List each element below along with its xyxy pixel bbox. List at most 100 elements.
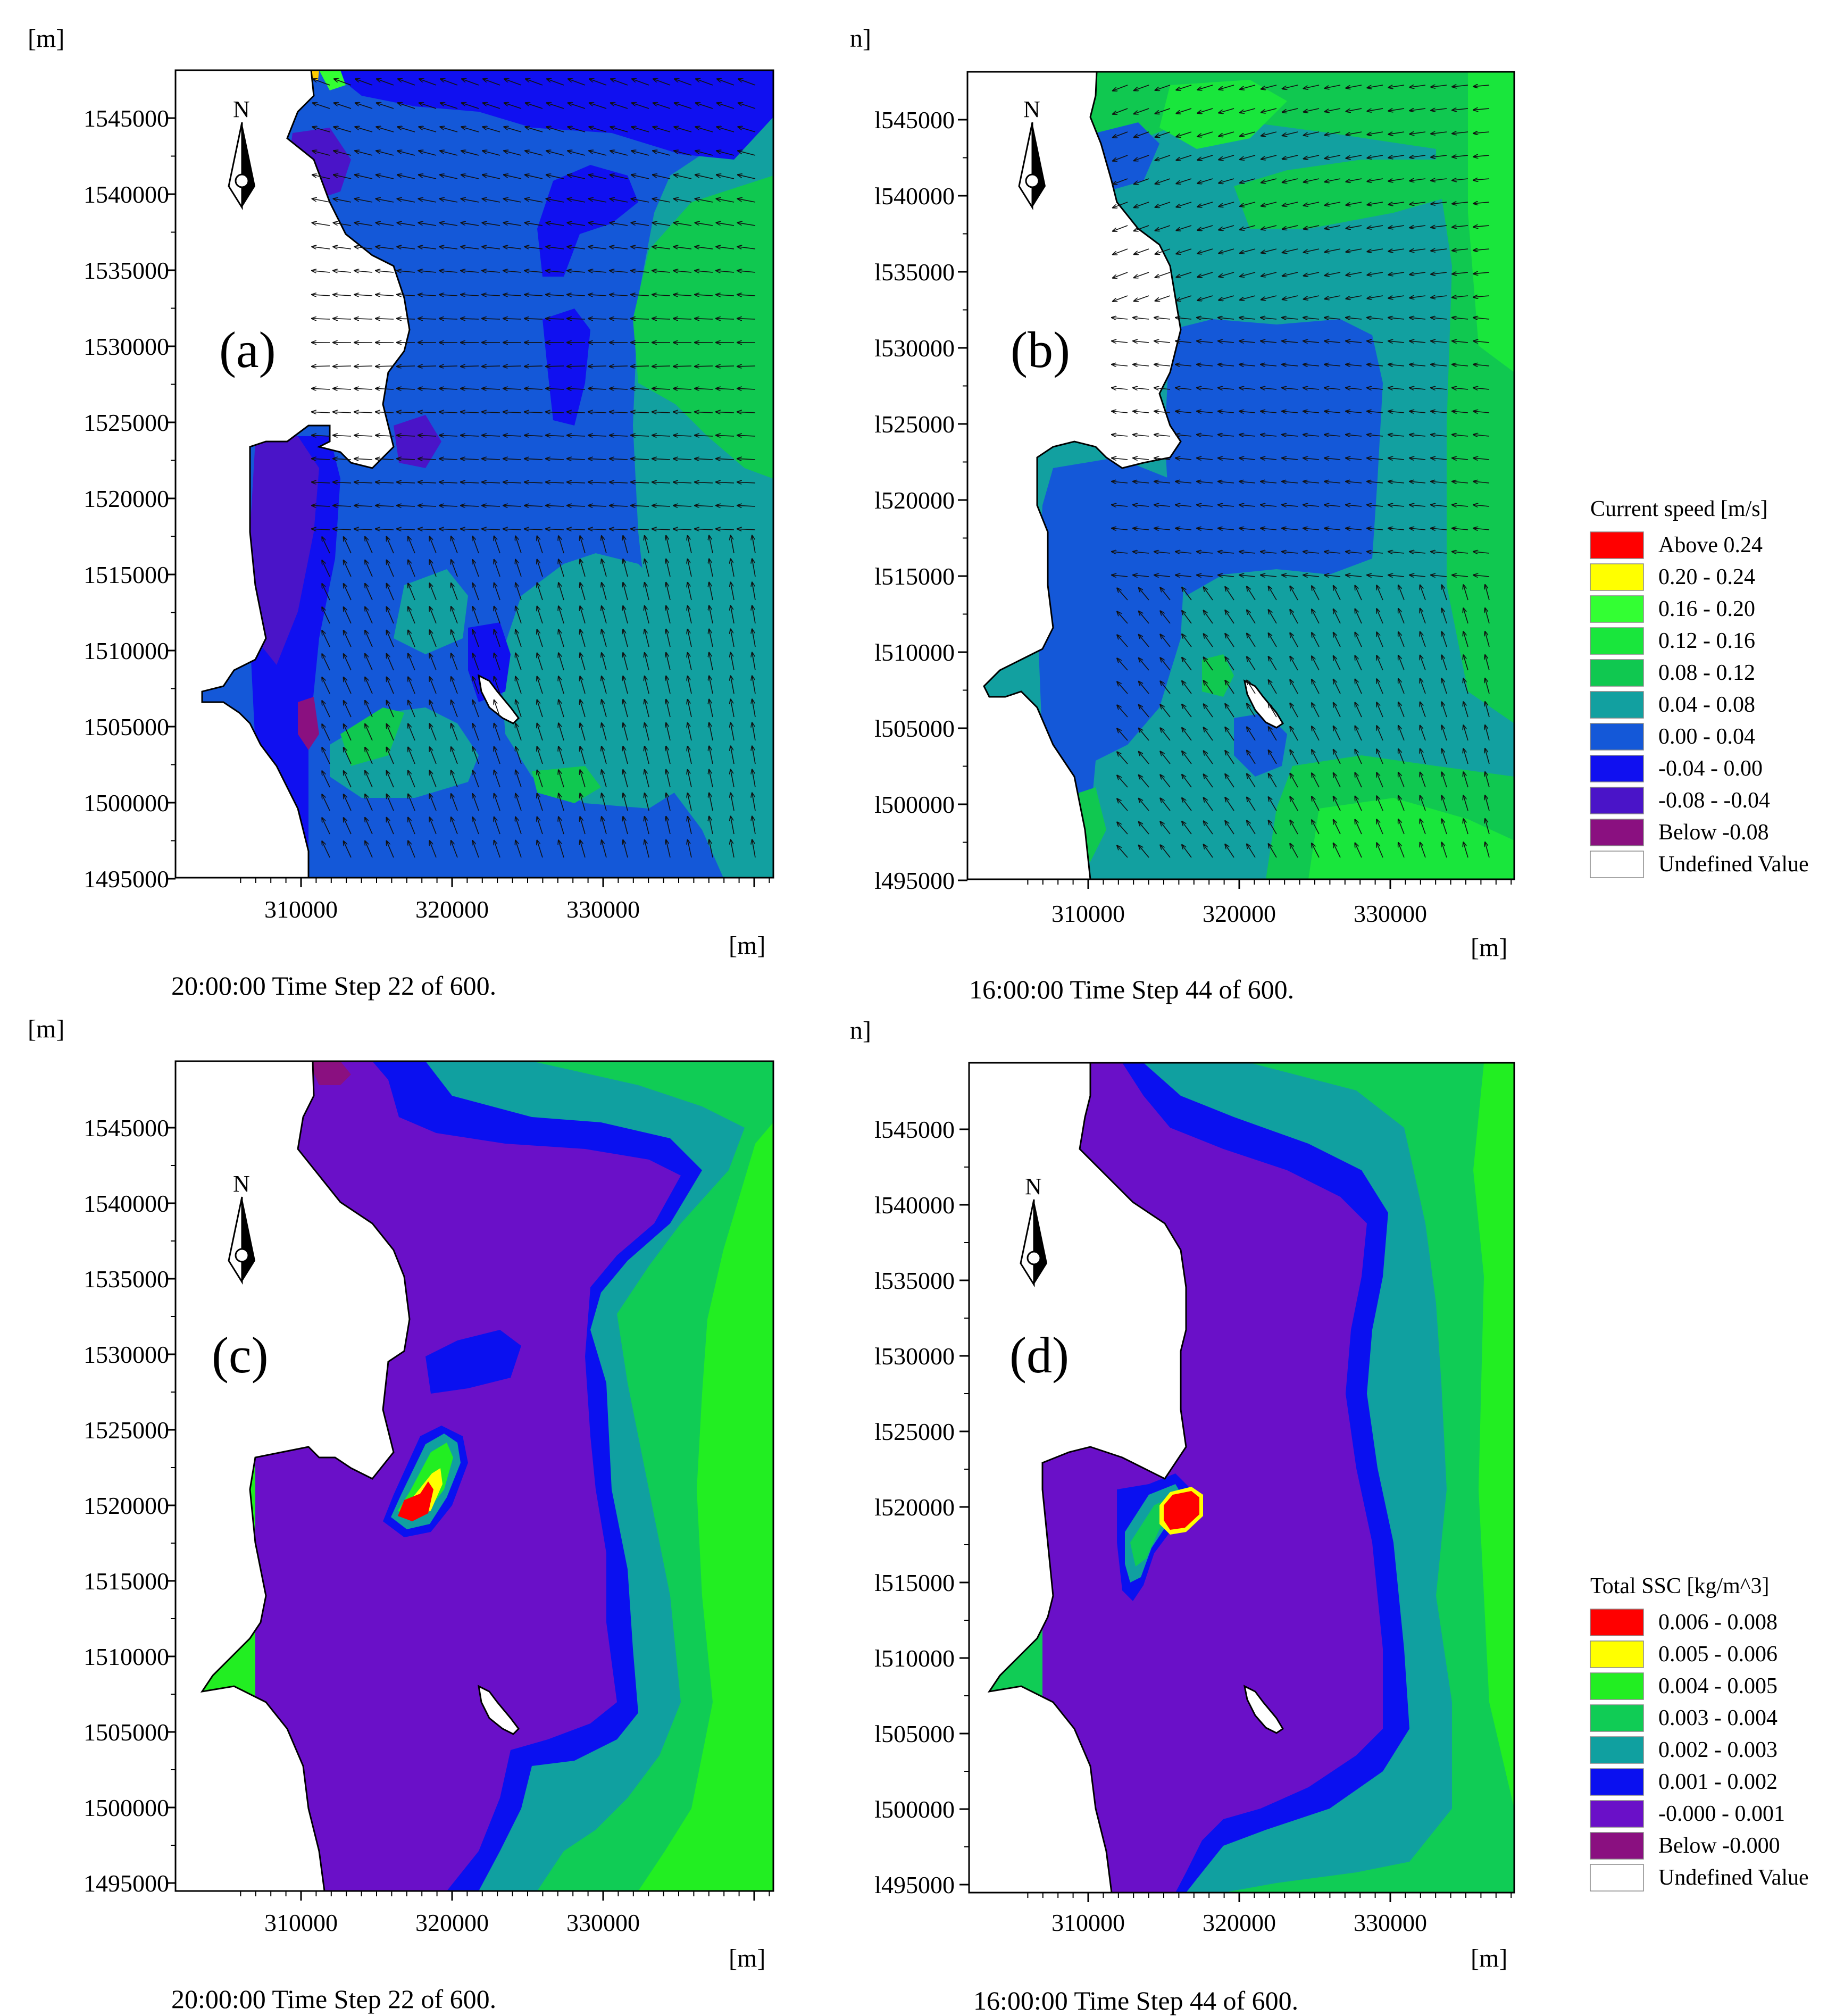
current-vector: [709, 840, 713, 858]
current-vector: [439, 271, 458, 272]
current-vector: [645, 746, 649, 764]
current-vector: [1282, 155, 1298, 159]
y-tick-label: 1530000: [84, 333, 169, 360]
current-vector: [752, 840, 756, 858]
current-vector: [1304, 295, 1320, 299]
current-vector: [344, 584, 352, 601]
current-vector: [688, 582, 692, 601]
current-vector: [731, 676, 735, 694]
current-vector: [1282, 411, 1298, 413]
current-vector: [397, 223, 415, 226]
legend-label: Undefined Value: [1658, 852, 1809, 877]
panel-b-caption: 16:00:00 Time Step 44 of 600.: [969, 974, 1294, 1004]
current-vector: [408, 537, 415, 554]
current-vector: [1261, 225, 1277, 229]
current-vector: [472, 723, 479, 741]
current-vector: [716, 412, 735, 413]
current-vector: [1261, 108, 1277, 112]
current-vector: [322, 537, 330, 554]
current-vector: [418, 388, 437, 389]
current-vector: [1346, 458, 1362, 460]
current-vector: [524, 482, 543, 483]
current-vector: [588, 271, 607, 272]
current-vector: [632, 103, 649, 109]
current-vector: [1473, 364, 1490, 366]
current-vector: [377, 79, 394, 86]
legend-swatch: [1590, 755, 1644, 782]
y-tick-label: l540000: [874, 182, 955, 210]
current-vector: [695, 412, 713, 413]
current-vector: [602, 629, 607, 647]
current-vector: [1113, 85, 1128, 91]
current-vector: [752, 793, 756, 811]
current-vector: [397, 174, 415, 179]
current-vector: [738, 151, 756, 156]
current-vector: [1388, 388, 1405, 389]
current-vector: [673, 388, 692, 389]
current-vector: [344, 701, 352, 718]
current-vector: [1133, 388, 1149, 389]
current-vector: [1155, 295, 1171, 301]
current-vector: [524, 459, 543, 460]
current-vector: [377, 103, 394, 109]
current-vector: [397, 412, 415, 413]
current-vector: [1409, 202, 1426, 204]
current-vector: [645, 817, 649, 835]
current-vector: [1175, 481, 1192, 483]
current-vector: [674, 174, 692, 179]
current-vector: [354, 388, 373, 389]
current-vector: [716, 151, 735, 156]
current-vector: [1452, 341, 1468, 343]
current-vector: [1134, 131, 1149, 137]
current-vector: [653, 151, 671, 156]
current-vector: [1154, 435, 1171, 436]
current-vector: [567, 412, 586, 413]
current-vector: [1261, 85, 1277, 89]
legend-label: -0.000 - 0.001: [1658, 1802, 1785, 1826]
current-vector: [546, 223, 564, 226]
legend-label: 0.04 - 0.08: [1658, 693, 1755, 717]
current-vector: [623, 723, 628, 741]
current-vector: [716, 459, 735, 460]
current-vector: [1261, 481, 1277, 483]
current-vector: [387, 560, 394, 577]
panel-a-x-axis: 310000 320000 330000: [240, 878, 770, 923]
current-vector: [1218, 458, 1234, 460]
current-vector: [546, 198, 564, 203]
current-vector: [580, 699, 586, 718]
current-vector: [737, 271, 756, 272]
current-vector: [537, 723, 543, 741]
current-vector: [312, 174, 330, 179]
current-vector: [1219, 178, 1234, 183]
current-vector: [695, 505, 713, 506]
current-vector: [588, 459, 607, 460]
panel-b-map: [967, 72, 1514, 879]
current-vector: [546, 435, 564, 436]
current-vector: [546, 151, 564, 156]
current-vector: [515, 723, 522, 741]
current-vector: [365, 841, 373, 858]
current-vector: [588, 529, 607, 530]
current-vector: [1346, 202, 1362, 205]
y-tick-label: 1545000: [84, 105, 169, 132]
legend-swatch: [1590, 1864, 1644, 1892]
current-vector: [1282, 481, 1298, 483]
current-vector: [610, 529, 628, 530]
current-vector: [1409, 226, 1426, 228]
current-vector: [623, 653, 628, 671]
current-vector: [652, 435, 671, 436]
current-vector: [631, 198, 649, 203]
current-vector: [611, 103, 628, 109]
y-tick-label: 1505000: [84, 1719, 169, 1746]
current-vector: [515, 677, 522, 694]
current-vector: [483, 103, 500, 109]
current-vector: [375, 529, 394, 530]
current-vector: [738, 103, 756, 109]
current-vector: [1282, 248, 1298, 253]
current-vector: [1325, 295, 1341, 299]
legend-swatch: [1590, 1832, 1644, 1860]
current-vector: [387, 701, 394, 718]
current-vector: [1388, 248, 1405, 252]
current-vector: [451, 653, 458, 671]
current-vector: [653, 79, 671, 86]
